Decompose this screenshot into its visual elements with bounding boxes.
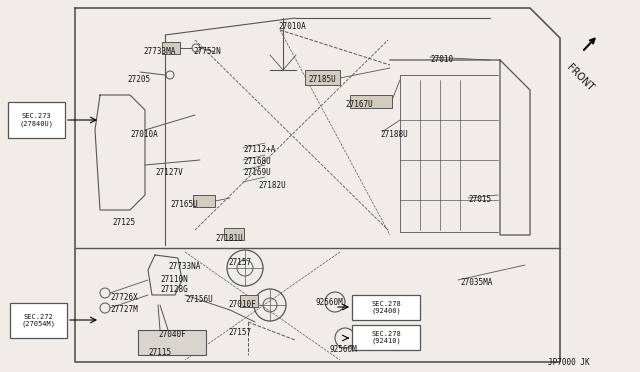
Text: 27157: 27157 bbox=[228, 328, 251, 337]
Bar bbox=[162, 42, 180, 54]
Text: 27165U: 27165U bbox=[170, 200, 198, 209]
Text: 27167U: 27167U bbox=[345, 100, 372, 109]
Text: 27112+A: 27112+A bbox=[243, 145, 275, 154]
Text: 27010A: 27010A bbox=[130, 130, 157, 139]
Text: 27010F: 27010F bbox=[228, 300, 256, 309]
Text: 27733MA: 27733MA bbox=[143, 47, 175, 56]
Text: 27010: 27010 bbox=[430, 55, 453, 64]
Bar bbox=[305, 70, 340, 85]
Text: 27010A: 27010A bbox=[278, 22, 306, 31]
Text: 27127V: 27127V bbox=[155, 168, 183, 177]
Text: SEC.278
(92400): SEC.278 (92400) bbox=[371, 301, 401, 314]
Bar bbox=[138, 330, 206, 355]
Text: 27035MA: 27035MA bbox=[460, 278, 492, 287]
Text: 27727M: 27727M bbox=[110, 305, 138, 314]
Text: SEC.278
(92410): SEC.278 (92410) bbox=[371, 331, 401, 344]
Text: 27040F: 27040F bbox=[158, 330, 186, 339]
Text: 27181U: 27181U bbox=[215, 234, 243, 243]
Text: 27110N: 27110N bbox=[160, 275, 188, 284]
Text: 27752N: 27752N bbox=[193, 47, 221, 56]
Bar bbox=[240, 295, 258, 307]
Text: SEC.273
(27840U): SEC.273 (27840U) bbox=[19, 113, 54, 127]
Bar bbox=[352, 295, 420, 320]
Bar bbox=[350, 95, 392, 108]
Text: 92560M: 92560M bbox=[315, 298, 343, 307]
Text: 27169U: 27169U bbox=[243, 168, 271, 177]
Text: 27015: 27015 bbox=[468, 195, 491, 204]
Text: 27157: 27157 bbox=[228, 258, 251, 267]
Text: 27168U: 27168U bbox=[243, 157, 271, 166]
Text: 27726X: 27726X bbox=[110, 293, 138, 302]
Text: 27733NA: 27733NA bbox=[168, 262, 200, 271]
Text: 27115: 27115 bbox=[148, 348, 171, 357]
Text: 27182U: 27182U bbox=[258, 181, 285, 190]
Text: 27156U: 27156U bbox=[185, 295, 212, 304]
Text: SEC.272
(27054M): SEC.272 (27054M) bbox=[22, 314, 56, 327]
Bar bbox=[193, 195, 215, 207]
Text: 27185U: 27185U bbox=[308, 75, 336, 84]
Text: FRONT: FRONT bbox=[565, 62, 596, 93]
Text: 27128G: 27128G bbox=[160, 285, 188, 294]
Text: JP7000 JK: JP7000 JK bbox=[548, 358, 589, 367]
Bar bbox=[10, 303, 67, 338]
Text: 27125: 27125 bbox=[112, 218, 135, 227]
Bar bbox=[352, 325, 420, 350]
Bar bbox=[224, 228, 244, 240]
Bar bbox=[8, 102, 65, 138]
Text: 27188U: 27188U bbox=[380, 130, 408, 139]
Text: 27205: 27205 bbox=[127, 75, 150, 84]
Text: 92560M: 92560M bbox=[330, 345, 358, 354]
